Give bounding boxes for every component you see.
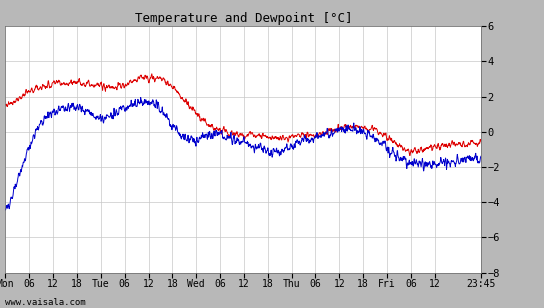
Title: Temperature and Dewpoint [°C]: Temperature and Dewpoint [°C] (135, 12, 352, 25)
Text: www.vaisala.com: www.vaisala.com (5, 298, 86, 307)
